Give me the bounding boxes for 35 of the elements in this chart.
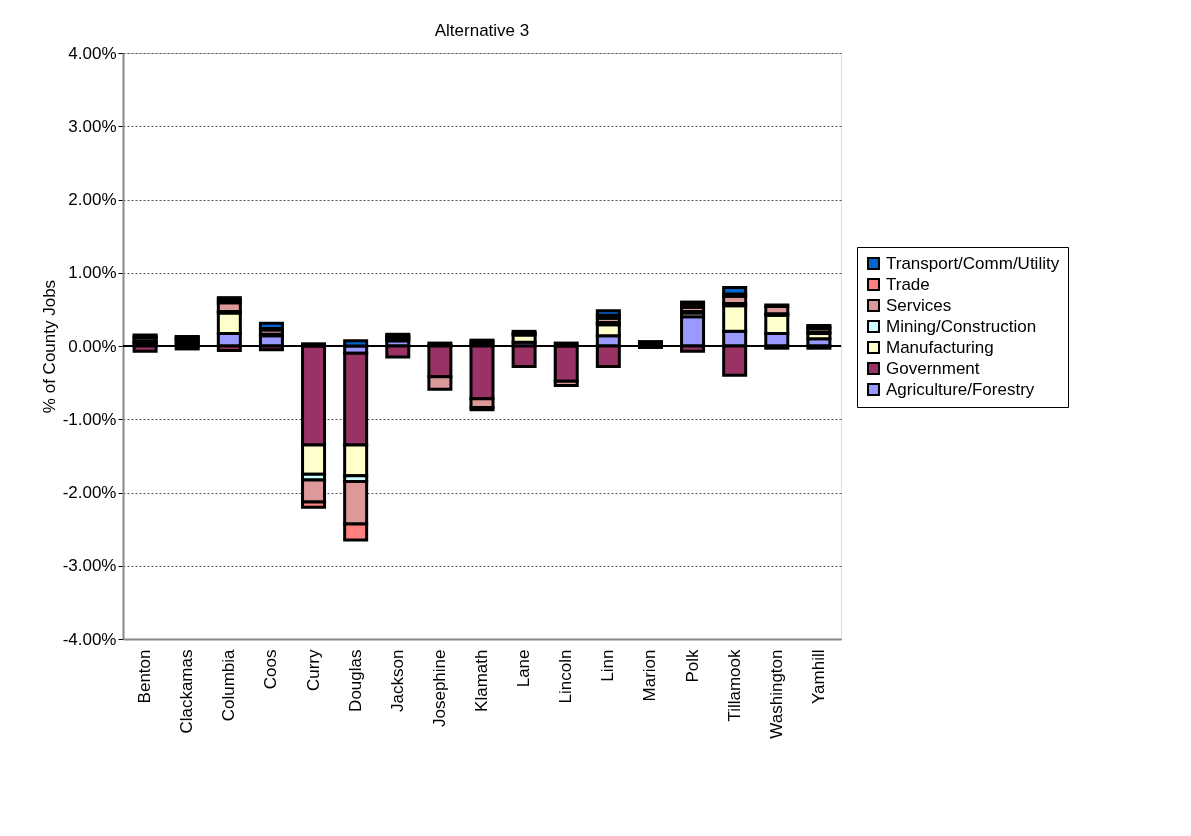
x-tick-label: Curry — [303, 649, 323, 692]
x-tick-label: Marion — [640, 649, 660, 702]
x-tick-label: Josephine — [429, 649, 449, 728]
x-tick-label: Yamhill — [808, 649, 828, 704]
legend-label: Manufacturing — [886, 337, 994, 357]
y-tick-label: -3.00% — [62, 556, 117, 576]
x-tick-label: Douglas — [345, 649, 365, 712]
y-tick-label: 1.00% — [68, 263, 117, 283]
legend-label: Mining/Construction — [886, 316, 1037, 336]
legend-label: Agriculture/Forestry — [886, 379, 1035, 399]
y-axis-title: % of County Jobs — [39, 279, 59, 414]
x-tick-label: Lane — [514, 649, 534, 688]
y-tick-label: 2.00% — [68, 190, 117, 209]
legend-label: Transport/Comm/Utility — [886, 253, 1060, 273]
y-tick-label: 0.00% — [68, 336, 117, 356]
x-tick-label: Columbia — [219, 648, 239, 722]
x-tick-label: Lincoln — [556, 649, 576, 704]
x-tick-label: Benton — [135, 649, 155, 704]
y-tick-label: 3.00% — [68, 116, 117, 136]
y-tick-label: -4.00% — [62, 629, 117, 649]
x-tick-label: Linn — [598, 649, 618, 682]
y-tick-label: -1.00% — [62, 409, 117, 429]
x-tick-label: Washington — [766, 649, 786, 739]
x-tick-label: Clackamas — [177, 649, 197, 734]
legend-label: Trade — [886, 274, 930, 294]
legend-label: Services — [886, 295, 952, 315]
x-tick-label: Tillamook — [724, 649, 744, 722]
y-tick-label: 4.00% — [68, 43, 117, 63]
legend-label: Government — [886, 358, 980, 378]
y-tick-label: -2.00% — [62, 483, 117, 502]
x-tick-label: Coos — [261, 649, 281, 690]
x-tick-label: Klamath — [472, 649, 491, 712]
x-tick-label: Polk — [682, 649, 702, 683]
chart-title: Alternative 3 — [434, 21, 530, 40]
x-tick-label: Jackson — [387, 649, 407, 712]
